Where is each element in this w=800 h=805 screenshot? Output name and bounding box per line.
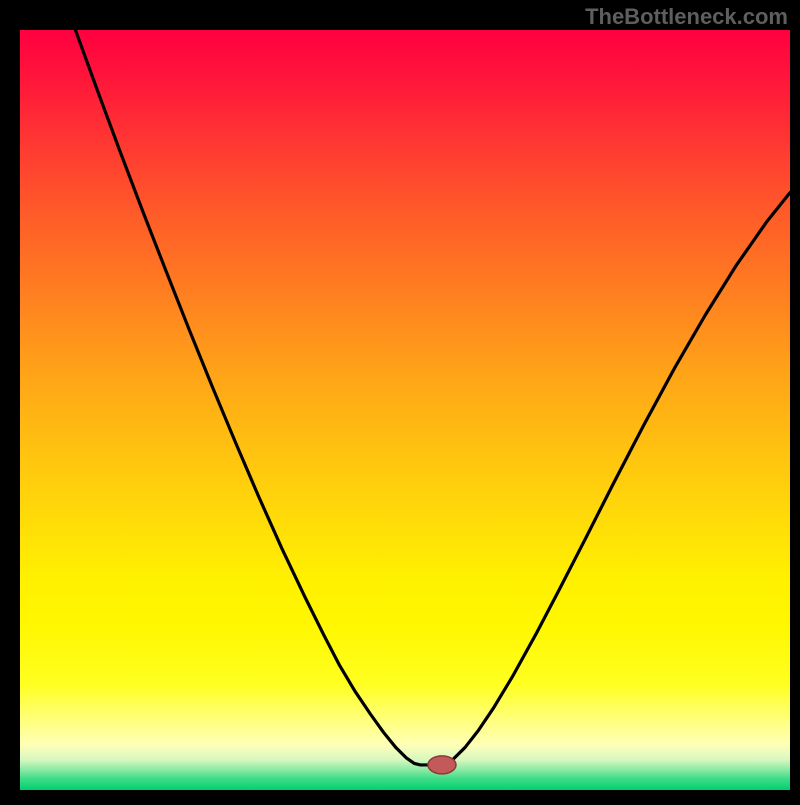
watermark-text: TheBottleneck.com bbox=[585, 4, 788, 30]
optimal-marker bbox=[428, 756, 456, 774]
plot-background bbox=[20, 30, 790, 790]
bottleneck-chart bbox=[0, 0, 800, 800]
chart-container: TheBottleneck.com bbox=[0, 0, 800, 800]
